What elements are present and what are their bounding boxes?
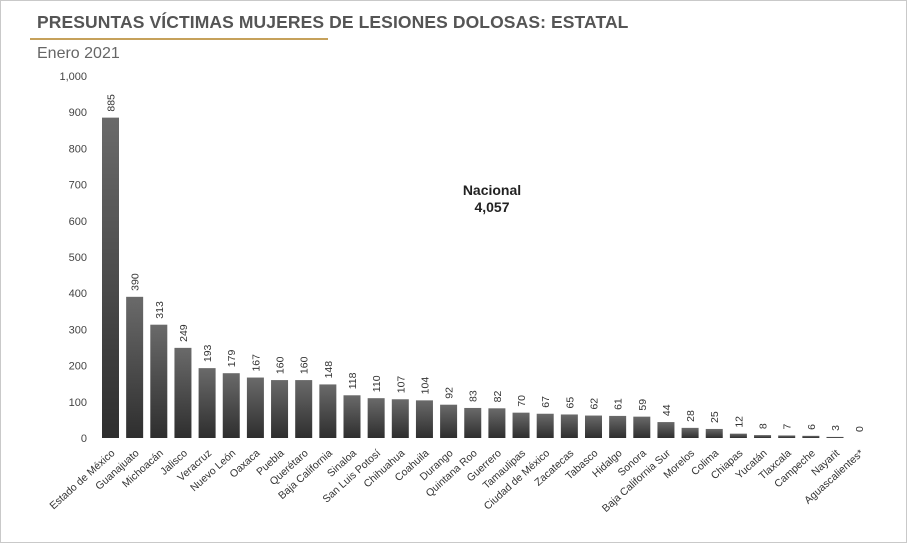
bar [657,422,675,438]
value-label: 118 [347,372,359,389]
value-labels-group: 885 390 313 249 193 179 167 160 160 148 118 110 107 1… [106,94,867,432]
value-label: 313 [154,301,166,319]
bar [512,412,530,438]
bar [633,416,651,438]
value-label: 179 [226,350,238,368]
bar [343,395,361,438]
bar [246,377,264,438]
bar [585,415,602,438]
value-label: 107 [395,376,407,394]
value-label: 83 [468,390,480,402]
y-tick-label: 300 [69,324,87,336]
value-label: 59 [637,399,649,411]
y-tick-label: 900 [69,107,87,119]
value-label: 390 [130,273,142,291]
value-label: 3 [830,425,842,431]
bar [391,399,409,438]
bar [826,436,844,438]
bar [222,373,240,438]
x-labels-group: Estado de MéxicoGuanajuatoMichoacánJalis… [47,447,866,515]
value-label: 62 [589,398,601,410]
value-label: 28 [685,410,697,422]
value-label: 61 [613,398,625,410]
bar [729,433,747,438]
bar [295,380,313,438]
y-tick-label: 200 [69,361,87,373]
bar [802,435,820,438]
national-total-label: Nacional [462,182,522,198]
value-label: 67 [540,396,552,408]
bar [415,400,433,438]
value-label: 148 [323,361,335,379]
y-tick-label: 800 [69,143,87,155]
bar [319,384,337,438]
bar [464,407,482,438]
y-tick-label: 0 [81,433,87,445]
bar [102,117,119,438]
value-label: 7 [782,423,794,429]
bar [488,408,506,438]
value-label: 167 [250,354,262,372]
value-label: 25 [709,411,721,423]
chart-title: PRESUNTAS VÍCTIMAS MUJERES DE LESIONES D… [37,12,629,32]
value-label: 193 [202,344,214,362]
value-label: 70 [516,395,528,407]
bar [778,435,796,438]
value-label: 82 [492,390,504,402]
value-label: 12 [733,416,745,428]
title-underline [30,38,328,40]
value-label: 65 [564,397,576,409]
bar [367,398,385,438]
y-tick-label: 600 [69,216,87,228]
value-label: 92 [444,387,456,399]
bar [536,413,554,438]
bar [198,368,216,438]
bars-group [102,117,844,438]
y-axis: 0 100 200 300 400 500 600 700 800 900 1,000 [59,71,87,445]
bar [560,414,578,438]
national-total-value: 4,057 [474,199,510,215]
bar [271,380,289,438]
y-tick-label: 500 [69,252,87,264]
value-label: 110 [371,375,383,392]
y-tick-label: 400 [69,288,87,300]
value-label: 885 [106,94,118,112]
value-label: 44 [661,404,673,416]
y-tick-label: 700 [69,180,87,192]
y-tick-label: 1,000 [59,71,87,83]
bar [609,415,627,438]
y-tick-label: 100 [69,397,87,409]
value-label: 6 [806,424,818,430]
bar [440,404,458,438]
value-label: 104 [419,377,431,395]
value-label: 249 [178,324,190,342]
value-label: 0 [854,426,866,432]
value-label: 160 [275,356,287,374]
bar [126,296,144,438]
bar [681,427,699,438]
value-label: 160 [299,356,311,374]
chart-subtitle: Enero 2021 [37,45,120,62]
bar [754,435,772,438]
bar [705,428,723,438]
national-total-annotation: Nacional 4,057 [442,182,542,216]
bar [174,347,192,438]
value-label: 8 [758,423,770,429]
bar [150,324,168,438]
